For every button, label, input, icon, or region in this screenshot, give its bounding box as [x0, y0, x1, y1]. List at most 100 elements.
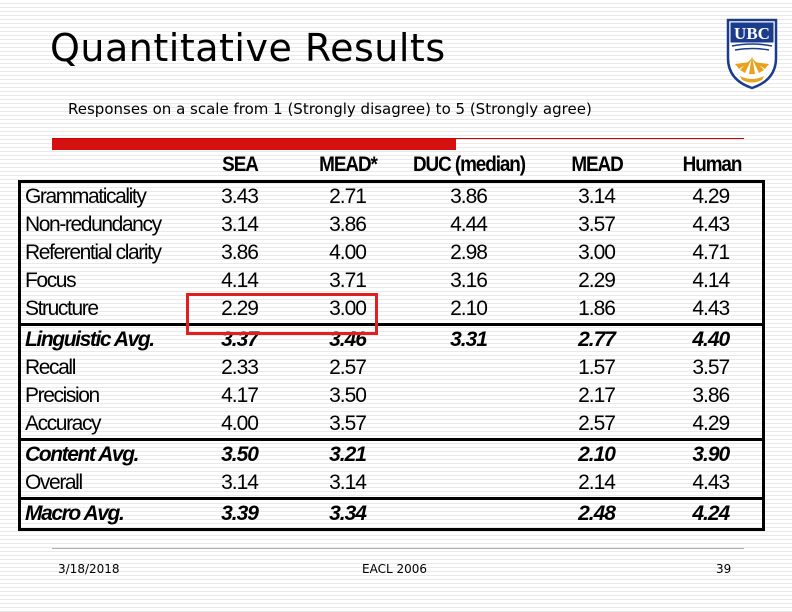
column-header: DUC (median): [412, 153, 525, 176]
table-row-average: Macro Avg. 3.39 3.34 2.48 4.24: [18, 497, 765, 531]
table-cell: [403, 497, 534, 531]
table-cell: [404, 382, 534, 410]
table-cell: [404, 410, 534, 440]
table-cell: 3.86: [659, 382, 765, 410]
table-cell: 4.00: [329, 241, 367, 264]
table-row: Recall 2.33 2.57 1.57 3.57: [18, 354, 765, 382]
table-cell: 4.24: [659, 497, 765, 531]
column-header: MEAD: [570, 153, 623, 176]
footer-page-number: 39: [716, 562, 732, 576]
footer-conference: EACL 2006: [362, 562, 427, 576]
table-cell: 3.14: [329, 471, 367, 494]
footer-rule: [52, 548, 744, 549]
table-cell: 2.29: [578, 269, 616, 292]
divider-thin: [52, 138, 744, 139]
table-row: Non-redundancy 3.14 3.86 4.44 3.57 4.43: [18, 211, 765, 239]
table-row: Focus 4.14 3.71 3.16 2.29 4.14: [18, 267, 765, 295]
table-cell: 2.57: [578, 412, 616, 435]
table-cell: 1.57: [578, 356, 616, 379]
table-cell: 4.43: [659, 469, 765, 499]
slide-title: Quantitative Results: [50, 26, 446, 70]
column-header: SEA: [221, 153, 259, 176]
table-cell: 2.48: [533, 497, 660, 531]
table-row: Grammaticality 3.43 2.71 3.86 3.14 4.29: [18, 180, 765, 211]
table-cell: 2.77: [533, 323, 660, 354]
table-cell: 3.43: [187, 180, 292, 211]
row-label: Overall: [18, 469, 188, 499]
table-cell: 3.00: [578, 241, 616, 264]
table-cell: 2.17: [578, 384, 616, 407]
table-header-row: SEA MEAD* DUC (median) MEAD Human: [20, 150, 764, 182]
table-cell: 4.40: [659, 323, 765, 354]
table-cell: 2.10: [450, 297, 488, 320]
table-row: Accuracy 4.00 3.57 2.57 4.29: [18, 410, 765, 440]
table-cell: 4.14: [221, 269, 259, 292]
table-cell: 2.57: [329, 356, 367, 379]
table-cell: 3.34: [291, 497, 404, 531]
table-row: Overall 3.14 3.14 2.14 4.43: [18, 469, 765, 499]
row-label: Referential clarity: [18, 239, 188, 267]
table-cell: 4.44: [450, 213, 488, 236]
table-cell: 3.57: [578, 213, 616, 236]
footer-date: 3/18/2018: [58, 562, 120, 576]
table-row-average: Linguistic Avg. 3.37 3.46 3.31 2.77 4.40: [18, 323, 765, 354]
row-label: Linguistic Avg.: [18, 323, 188, 354]
table-cell: 3.57: [659, 354, 765, 382]
logo-text: UBC: [734, 24, 770, 43]
table-cell: 2.29: [221, 297, 259, 320]
table-cell: 4.43: [659, 211, 765, 239]
table-cell: 2.71: [291, 180, 404, 211]
results-table: SEA MEAD* DUC (median) MEAD Human Gramma…: [18, 150, 765, 531]
table-cell: [404, 469, 534, 499]
row-label: Macro Avg.: [18, 497, 188, 531]
table-cell: 3.16: [450, 269, 488, 292]
table-cell: 4.29: [659, 410, 765, 440]
table-body: Grammaticality 3.43 2.71 3.86 3.14 4.29 Non-re…: [18, 180, 765, 531]
highlight-box: [186, 293, 378, 335]
table-cell: 3.86: [221, 241, 259, 264]
table-cell: 4.43: [659, 295, 765, 325]
row-label: Content Avg.: [18, 438, 188, 469]
table-cell: 3.21: [291, 438, 404, 469]
table-row: Precision 4.17 3.50 2.17 3.86: [18, 382, 765, 410]
column-header: [28, 150, 179, 182]
table-cell: 4.71: [659, 239, 765, 267]
row-label: Non-redundancy: [18, 211, 188, 239]
table-row: Referential clarity 3.86 4.00 2.98 3.00 4.71: [18, 239, 765, 267]
table-cell: 2.10: [533, 438, 660, 469]
column-header: Human: [682, 153, 742, 176]
divider-accent-bar: [52, 139, 456, 150]
row-label: Focus: [18, 267, 188, 295]
table-cell: 3.14: [221, 471, 259, 494]
table-cell: 2.33: [221, 356, 259, 379]
table-cell: 3.39: [187, 497, 292, 531]
table-cell: 3.00: [329, 297, 367, 320]
table-cell: 4.00: [221, 412, 259, 435]
table-cell: [403, 438, 534, 469]
ubc-logo: UBC: [726, 18, 778, 90]
table-row-average: Content Avg. 3.50 3.21 2.10 3.90: [18, 438, 765, 469]
table-cell: 3.86: [329, 213, 367, 236]
column-header: MEAD*: [318, 153, 378, 176]
table-cell: 3.57: [329, 412, 367, 435]
row-label: Grammaticality: [18, 180, 188, 211]
table-cell: 3.14: [533, 180, 660, 211]
table-cell: 3.86: [403, 180, 534, 211]
table-cell: 3.14: [221, 213, 259, 236]
table-cell: 4.14: [659, 267, 765, 295]
table-cell: 3.31: [403, 323, 534, 354]
ubc-crest-icon: UBC: [726, 18, 778, 90]
table-cell: 3.71: [329, 269, 367, 292]
table-cell: 3.90: [659, 438, 765, 469]
table-cell: 3.50: [187, 438, 292, 469]
table-cell: 3.37: [187, 323, 292, 354]
row-label: Structure: [18, 295, 188, 325]
table-cell: 3.46: [291, 323, 404, 354]
subtitle: Responses on a scale from 1 (Strongly di…: [68, 100, 592, 118]
table-cell: [404, 354, 534, 382]
table-cell: 2.14: [578, 471, 616, 494]
row-label: Precision: [18, 382, 188, 410]
row-label: Accuracy: [18, 410, 188, 440]
table-cell: 4.17: [221, 384, 259, 407]
table-cell: 2.98: [450, 241, 488, 264]
